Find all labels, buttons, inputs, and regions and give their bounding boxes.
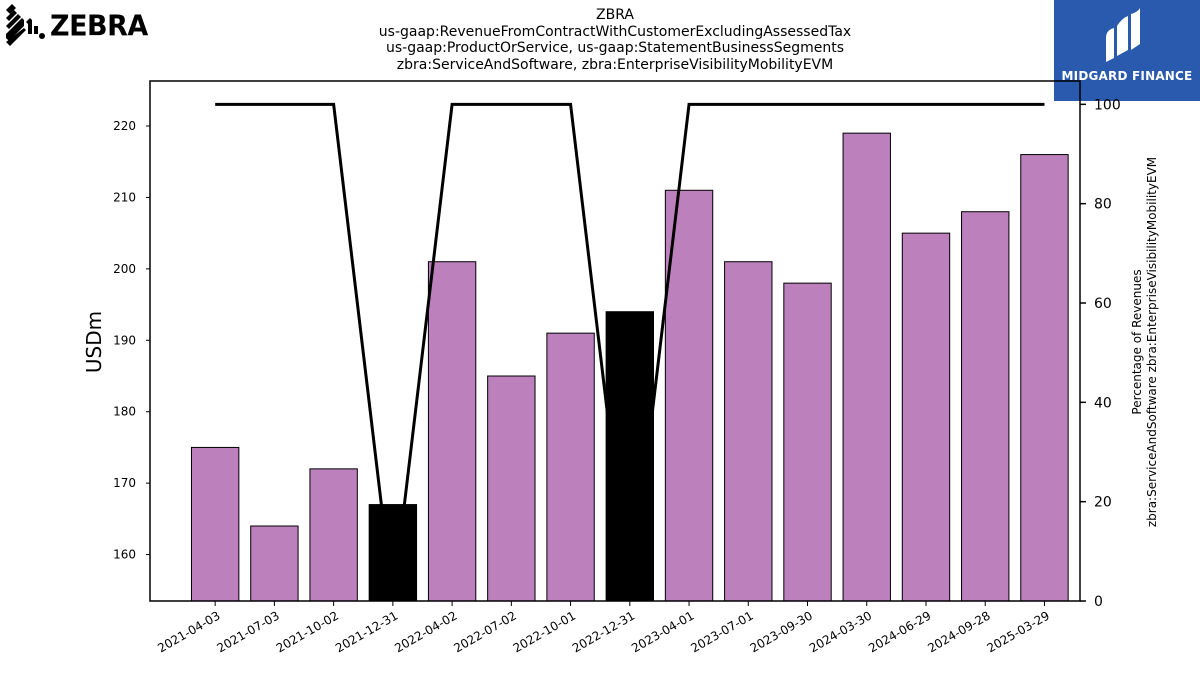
bar (487, 375, 536, 602)
y-tick-label: 190 (113, 333, 136, 347)
bar (250, 525, 299, 602)
x-tick-label: 2021-07-03 (214, 608, 281, 655)
logo-text: ZEBRA (50, 9, 148, 43)
bar (368, 504, 418, 602)
plot-frame (149, 80, 1081, 602)
x-tick-label: 2021-12-31 (333, 608, 400, 655)
x-tick-label: 2021-04-03 (155, 608, 222, 655)
title-line-2: us-gaap:RevenueFromContractWithCustomerE… (378, 23, 852, 40)
y-tick-label: 200 (113, 262, 136, 276)
y-right-tick-label: 60 (1094, 296, 1112, 312)
bar (961, 211, 1010, 602)
y-tick-label: 220 (113, 119, 136, 133)
bar (783, 282, 832, 602)
zebra-logo: ZEBRA (4, 4, 148, 48)
midgard-logo-icon (1106, 8, 1140, 62)
y-right-tick-label: 20 (1094, 495, 1112, 511)
x-tick-label: 2024-03-30 (807, 608, 874, 655)
zebra-head-icon (6, 4, 45, 46)
y-right-tick-label: 100 (1094, 97, 1121, 113)
y-tick-label: 180 (113, 405, 136, 419)
x-tick-label: 2021-10-02 (274, 608, 341, 655)
x-tick-label: 2024-09-28 (925, 608, 992, 655)
x-tick-label: 2023-07-01 (688, 608, 755, 655)
y-tick-label: 160 (113, 548, 136, 562)
y-right-tick-label: 0 (1094, 594, 1103, 610)
x-tick-label: 2022-12-31 (570, 608, 637, 655)
title-line-3: us-gaap:ProductOrService, us-gaap:Statem… (385, 40, 844, 56)
bar (1020, 154, 1069, 602)
chart-title: ZBRA us-gaap:RevenueFromContractWithCust… (300, 7, 930, 73)
bar (190, 446, 240, 602)
title-line-1: ZBRA (596, 7, 634, 23)
bar (546, 332, 595, 602)
midgard-finance-badge: MIDGARD FINANCE (1054, 0, 1200, 101)
x-tick-label: 2023-04-01 (629, 608, 696, 655)
x-tick-label: 2022-10-01 (511, 608, 578, 655)
bar (724, 261, 773, 602)
y-axis-label: USDm (82, 311, 106, 373)
bar (842, 132, 891, 602)
title-line-4: zbra:ServiceAndSoftware, zbra:Enterprise… (396, 56, 834, 73)
x-tick-label: 2022-07-02 (451, 608, 518, 655)
y-tick-label: 210 (113, 190, 136, 204)
x-tick-label: 2022-04-02 (392, 608, 459, 655)
x-tick-label: 2025-03-29 (985, 608, 1052, 655)
x-tick-label: 2024-06-29 (866, 608, 933, 655)
x-tick-label: 2023-09-30 (748, 608, 815, 655)
y-axis-right-label-line-2: zbra:ServiceAndSoftware zbra:EnterpriseV… (1145, 157, 1159, 527)
y-axis-right-label-line-1: Percentage of Revenues (1130, 269, 1144, 414)
bar (427, 261, 477, 602)
bar (901, 232, 951, 602)
y-right-tick-label: 80 (1094, 197, 1112, 213)
y-tick-label: 170 (113, 476, 136, 490)
y-right-tick-label: 40 (1094, 395, 1112, 411)
bar (309, 468, 358, 602)
badge-text: MIDGARD FINANCE (1061, 69, 1193, 83)
